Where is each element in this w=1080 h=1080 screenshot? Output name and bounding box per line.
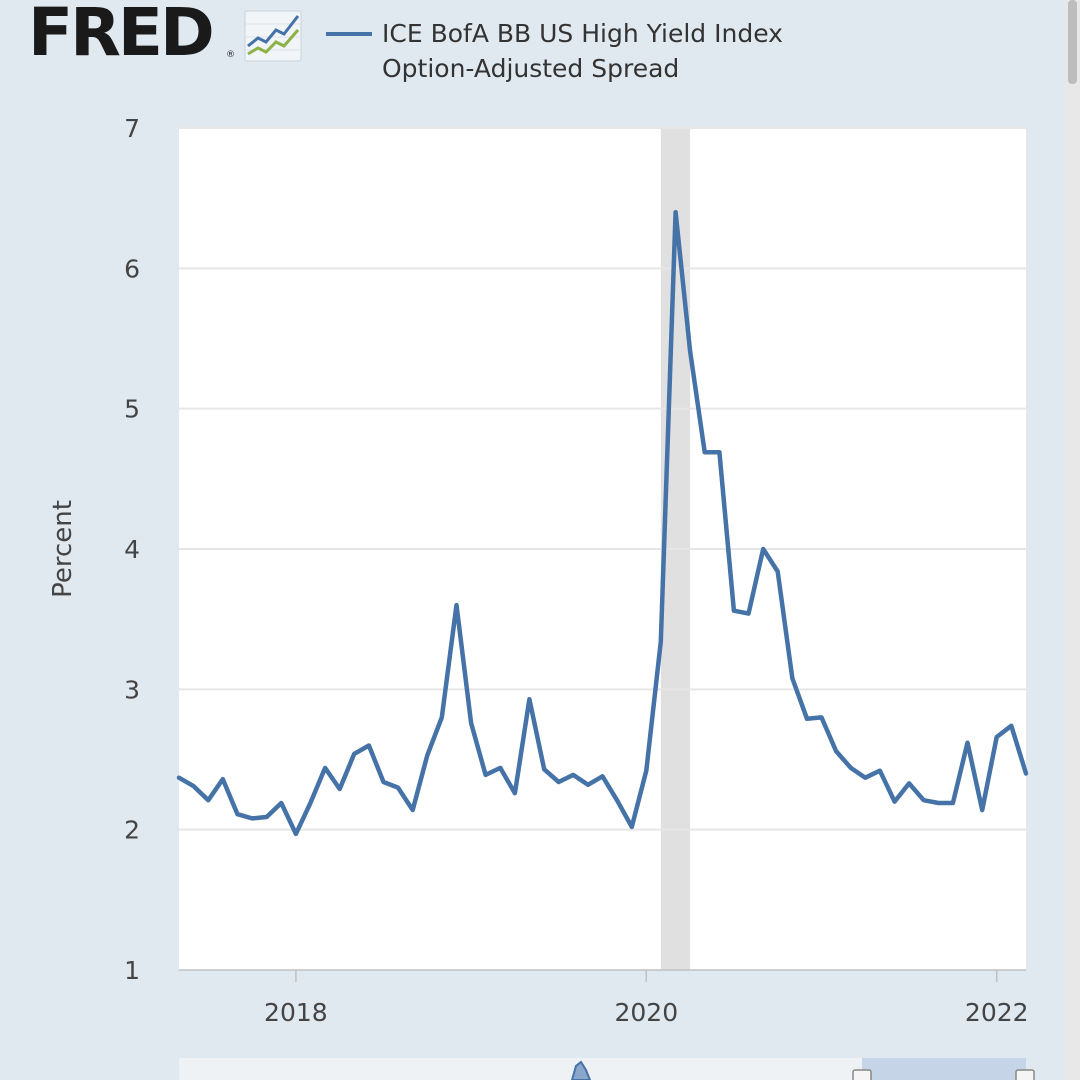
chart-header: FRED ® ICE BofA BB US High Yield Index O… [0,0,1064,110]
navigator-right-handle[interactable] [1015,1069,1035,1080]
navigator-selected-range[interactable] [862,1058,1026,1080]
navigator-left-handle[interactable] [852,1069,872,1080]
series-line-0[interactable] [176,209,1029,837]
y-tick-label: 6 [124,254,140,283]
legend-series-label[interactable]: ICE BofA BB US High Yield Index Option-A… [382,19,783,83]
y-tick-label: 4 [124,535,140,564]
scrollbar[interactable] [1064,0,1080,1080]
gridlines-group [179,127,1026,971]
navigator-background [179,1058,1026,1080]
x-tick-label: 2018 [264,998,328,1027]
y-axis-ticks: 1 2 3 4 5 6 7 [124,114,140,985]
legend-series-swatch [326,32,372,36]
series-group [176,209,1029,837]
y-axis-title: Percent [48,500,78,598]
y-tick-label: 5 [124,395,140,424]
y-tick-label: 3 [124,675,140,704]
x-axis-ticks: 2018 2020 2022 [264,970,1029,1027]
logo-registered-mark: ® [226,50,235,60]
x-tick-label: 2022 [965,998,1029,1027]
navigator-series-preview [570,1060,592,1080]
scrollbar-thumb[interactable] [1068,0,1077,84]
fred-logo[interactable]: FRED [28,0,215,71]
y-tick-label: 7 [124,114,140,143]
y-tick-label: 1 [124,956,140,985]
fred-logo-graph-icon [244,10,302,62]
range-navigator[interactable] [179,1058,1035,1080]
x-tick-label: 2020 [614,998,678,1027]
y-tick-label: 2 [124,816,140,845]
